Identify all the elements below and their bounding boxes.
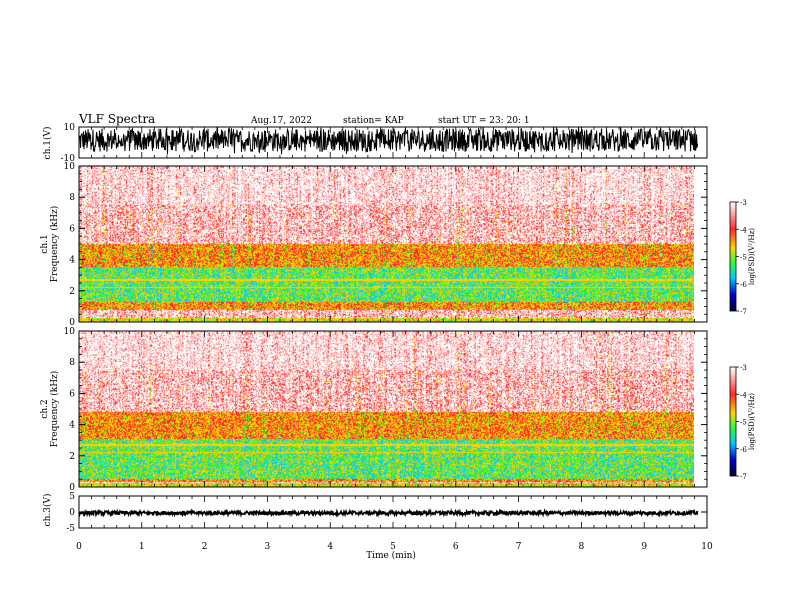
time-tick-label: 0 <box>76 542 82 552</box>
ch1-waveform-panel: -10 10 <box>61 123 708 164</box>
ch1-waveform-ytick-label: 10 <box>64 123 76 133</box>
time-tick-label: 6 <box>453 542 459 552</box>
ch1-spectrogram-ylabel-channel: ch.1 <box>40 234 50 253</box>
ch1-spectrogram-ylabel-frequency: Frequency (kHz) <box>49 206 60 283</box>
ch2-spectrogram-ytick-label: 10 <box>64 327 76 337</box>
ch1-spectrogram-colorbar-tick: -3 <box>740 199 747 207</box>
ch2-spectrogram-ytick-label: 4 <box>69 421 75 431</box>
ch2-spectrogram-panel: 0 2 4 6 8 10 <box>64 327 708 493</box>
ch1-waveform-trace <box>78 126 699 155</box>
ch2-spectrogram-colorbar-tick: -6 <box>740 446 747 454</box>
time-axis: 0 1 2 3 4 5 6 7 8 9 10 <box>76 542 713 552</box>
ch1-spectrogram-colorbar-label: log(PSD)(V²/Hz) <box>748 228 756 285</box>
time-tick-label: 3 <box>265 542 271 552</box>
ch1-spectrogram-colorbar-tick: -6 <box>740 281 747 289</box>
time-tick-label: 10 <box>701 542 713 552</box>
ch1-spectrogram-ytick-label: 8 <box>69 193 75 203</box>
ch2-spectrogram-colorbar-tick: -4 <box>740 391 747 399</box>
ch2-spectrogram-ytick-label: 6 <box>69 389 75 399</box>
ch3-waveform-trace <box>78 507 699 518</box>
time-tick-label: 2 <box>202 542 208 552</box>
time-tick-label: 5 <box>390 542 396 552</box>
ch1-waveform-ylabel: ch.1(V) <box>42 127 53 160</box>
ch2-spectrogram-ytick-label: 2 <box>69 452 75 462</box>
time-tick-label: 1 <box>139 542 145 552</box>
time-tick-label: 8 <box>579 542 585 552</box>
ch1-spectrogram-ytick-label: 6 <box>69 224 75 234</box>
ch2-spectrogram-ylabel-channel: ch.2 <box>40 399 50 418</box>
ch1-spectrogram-ytick-label: 10 <box>64 162 76 172</box>
ch3-waveform-ytick-label: 0 <box>69 508 75 518</box>
ch1-colorbar: -3 -4 -5 -6 -7 log(PSD)(V²/Hz) <box>729 199 756 316</box>
ch1-waveform-ytick-label: -10 <box>61 154 76 164</box>
start-time-label: start UT = 23: 20: 1 <box>438 116 530 126</box>
ch2-spectrogram-ytick-label: 8 <box>69 358 75 368</box>
ch1-spectrogram-panel: 0 2 4 6 8 10 <box>64 162 708 328</box>
ch1-spectrogram-raster <box>79 166 694 322</box>
date-label: Aug.17, 2022 <box>250 116 312 126</box>
ch2-spectrogram-colorbar-label: log(PSD)(V²/Hz) <box>748 393 756 450</box>
time-axis-label: Time (min) <box>366 550 416 561</box>
ch1-spectrogram-colorbar-tick: -5 <box>740 254 747 262</box>
time-tick-label: 9 <box>641 542 647 552</box>
ch1-spectrogram-ytick-label: 2 <box>69 287 75 297</box>
time-tick-label: 7 <box>516 542 522 552</box>
ch1-spectrogram-colorbar-tick: -7 <box>740 308 747 316</box>
ch1-spectrogram-ytick-label: 0 <box>69 318 75 328</box>
ch3-waveform-ytick-label: 5 <box>69 492 75 502</box>
ch1-spectrogram-colorbar-tick: -4 <box>740 226 747 234</box>
ch2-spectrogram-ylabel-frequency: Frequency (kHz) <box>49 371 60 448</box>
ch3-waveform-panel: -5 0 5 <box>66 492 708 534</box>
ch2-spectrogram-colorbar-tick: -5 <box>740 419 747 427</box>
time-tick-label: 4 <box>327 542 333 552</box>
ch1-spectrogram-ytick-label: 4 <box>69 256 75 266</box>
ch3-waveform-ytick-label: -5 <box>66 524 75 534</box>
ch2-spectrogram-ytick-label: 0 <box>69 483 75 493</box>
ch2-spectrogram-raster <box>79 331 694 487</box>
station-label: station= KAP <box>343 116 404 126</box>
figure-title: VLF Spectra <box>78 112 155 126</box>
ch3-waveform-ylabel: ch.3(V) <box>42 494 53 527</box>
ch2-spectrogram-colorbar-tick: -7 <box>740 473 747 481</box>
ch2-spectrogram-colorbar-tick: -3 <box>740 364 747 372</box>
ch2-colorbar: -3 -4 -5 -6 -7 log(PSD)(V²/Hz) <box>729 364 756 481</box>
